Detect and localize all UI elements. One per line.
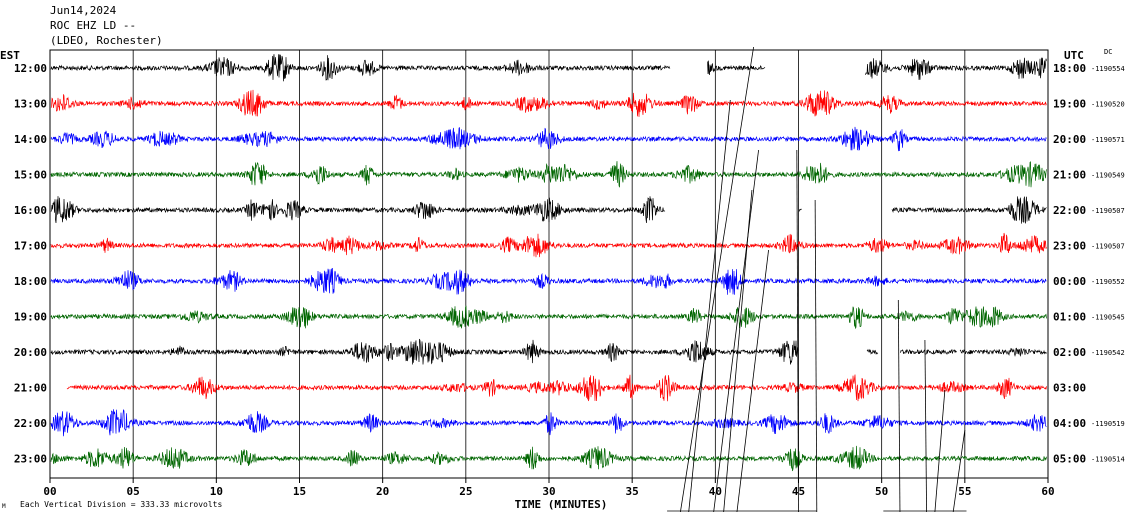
trace-stroke bbox=[924, 339, 927, 513]
chart-date: Jun14,2024 bbox=[50, 4, 117, 17]
trace-stroke bbox=[952, 429, 966, 513]
trace-stroke bbox=[680, 46, 754, 513]
corner-mark: M bbox=[2, 503, 6, 510]
est-hour-label: 18:00 bbox=[14, 275, 47, 288]
trace-stroke bbox=[723, 189, 753, 513]
x-tick-label: 25 bbox=[459, 485, 472, 498]
scale-note: Each Vertical Division = 333.33 microvol… bbox=[20, 500, 223, 509]
est-hour-label: 15:00 bbox=[14, 169, 47, 182]
dc-offset-label: -1190542 bbox=[1091, 349, 1125, 357]
trace-stroke bbox=[713, 149, 759, 513]
utc-hour-label: 02:00 bbox=[1053, 346, 1086, 359]
trace-hour-19:00 bbox=[50, 305, 1047, 330]
utc-hour-label: 22:00 bbox=[1053, 204, 1086, 217]
x-tick-label: 40 bbox=[709, 485, 722, 498]
dc-label: DC bbox=[1104, 48, 1113, 56]
trace-hour-22:00 bbox=[50, 409, 1047, 437]
x-tick-label: 00 bbox=[43, 485, 56, 498]
est-hour-label: 12:00 bbox=[14, 62, 47, 75]
trace-hour-14:00 bbox=[50, 126, 1047, 152]
est-hour-label: 21:00 bbox=[14, 382, 47, 395]
utc-hour-label: 04:00 bbox=[1053, 417, 1086, 430]
x-tick-label: 30 bbox=[542, 485, 555, 498]
utc-hour-label: 03:00 bbox=[1053, 382, 1086, 395]
x-tick-label: 15 bbox=[293, 485, 306, 498]
utc-hour-label: 23:00 bbox=[1053, 240, 1086, 253]
station-code: ROC EHZ LD -- bbox=[50, 19, 137, 32]
dc-offset-label: -1190507 bbox=[1091, 207, 1125, 215]
x-axis-label: TIME (MINUTES) bbox=[515, 498, 608, 511]
right-timezone-label: UTC bbox=[1064, 49, 1084, 62]
trace-hour-21:00 bbox=[66, 374, 1047, 402]
est-hour-label: 22:00 bbox=[14, 417, 47, 430]
est-hour-label: 13:00 bbox=[14, 98, 47, 111]
dc-offset-label: -1190520 bbox=[1091, 101, 1125, 109]
utc-hour-label: 00:00 bbox=[1053, 275, 1086, 288]
trace-hour-17:00 bbox=[50, 232, 1047, 258]
utc-hour-label: 18:00 bbox=[1053, 62, 1086, 75]
trace-stroke bbox=[688, 99, 731, 513]
est-hour-label: 17:00 bbox=[14, 240, 47, 253]
est-hour-label: 20:00 bbox=[14, 346, 47, 359]
dc-offset-label: -1190549 bbox=[1091, 172, 1125, 180]
trace-stroke bbox=[934, 389, 946, 513]
network-name: (LDEO, Rochester) bbox=[50, 34, 163, 47]
trace-hour-23:00 bbox=[50, 445, 1047, 472]
utc-hour-label: 19:00 bbox=[1053, 98, 1086, 111]
x-tick-label: 50 bbox=[875, 485, 888, 498]
est-hour-label: 14:00 bbox=[14, 133, 47, 146]
x-tick-label: 35 bbox=[626, 485, 639, 498]
x-tick-label: 10 bbox=[210, 485, 223, 498]
dc-offset-label: -1190545 bbox=[1091, 314, 1125, 322]
x-tick-label: 20 bbox=[376, 485, 389, 498]
trace-hour-12:00 bbox=[50, 54, 1047, 82]
dc-offset-label: -1190554 bbox=[1091, 65, 1125, 73]
x-tick-label: 55 bbox=[958, 485, 971, 498]
est-hour-label: 19:00 bbox=[14, 311, 47, 324]
x-tick-label: 05 bbox=[127, 485, 140, 498]
trace-hour-18:00 bbox=[50, 267, 1047, 295]
dc-offset-label: -1190514 bbox=[1091, 456, 1125, 464]
utc-hour-label: 21:00 bbox=[1053, 169, 1086, 182]
trace-hour-20:00 bbox=[50, 338, 1047, 365]
dc-offset-label: -1190571 bbox=[1091, 136, 1125, 144]
trace-stroke bbox=[897, 299, 901, 513]
dc-offset-label: -1190552 bbox=[1091, 278, 1125, 286]
trace-hour-16:00 bbox=[50, 196, 1047, 224]
est-hour-label: 23:00 bbox=[14, 453, 47, 466]
utc-hour-label: 01:00 bbox=[1053, 311, 1086, 324]
trace-stroke bbox=[736, 249, 769, 513]
trace-stroke bbox=[814, 199, 818, 513]
utc-hour-label: 05:00 bbox=[1053, 453, 1086, 466]
trace-hour-15:00 bbox=[50, 161, 1047, 188]
dc-offset-label: -1190519 bbox=[1091, 420, 1125, 428]
utc-hour-label: 20:00 bbox=[1053, 133, 1086, 146]
dc-offset-label: -1190507 bbox=[1091, 243, 1125, 251]
left-timezone-label: EST bbox=[0, 49, 20, 62]
x-tick-label: 60 bbox=[1041, 485, 1054, 498]
trace-hour-13:00 bbox=[50, 89, 1047, 117]
trace-stroke bbox=[796, 149, 799, 513]
est-hour-label: 16:00 bbox=[14, 204, 47, 217]
